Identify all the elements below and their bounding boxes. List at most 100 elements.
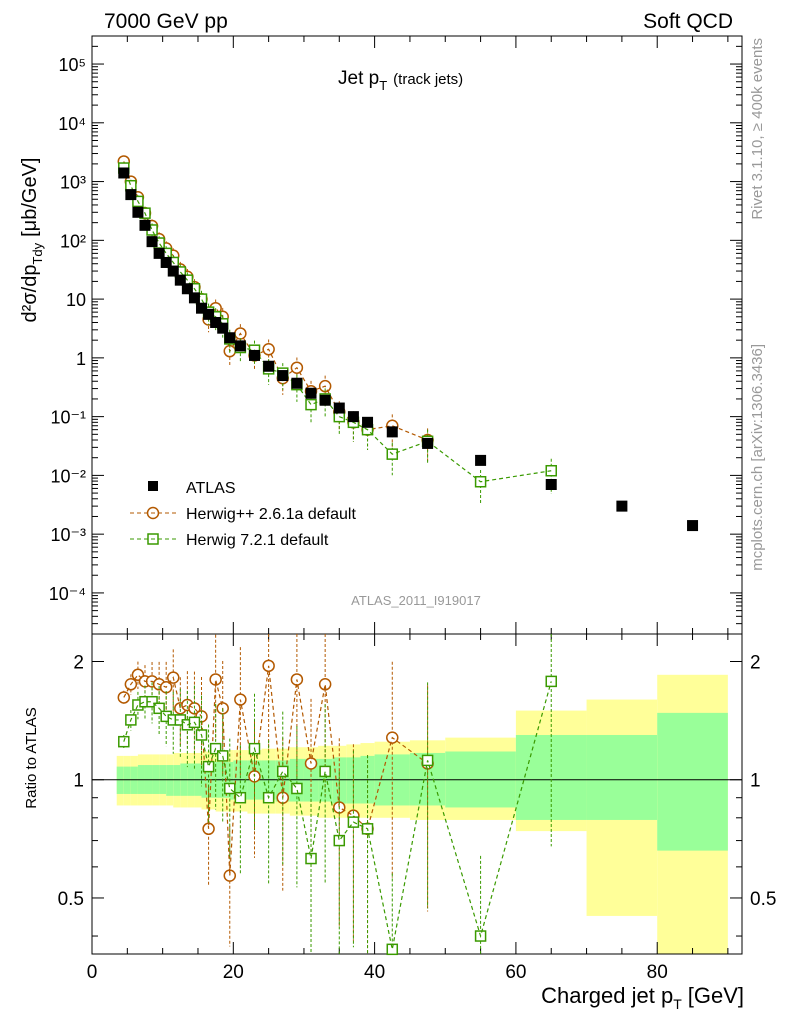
x-tick-label: 40	[364, 962, 385, 983]
ratio-plot-frame	[91, 633, 743, 955]
plot-title-note: (track jets)	[393, 71, 463, 88]
y-tick-label: 10⁴	[58, 114, 86, 134]
herwig7-ratio-point	[234, 791, 247, 804]
y-tick-label: 10⁵	[59, 55, 86, 75]
x-tick-label: 80	[647, 962, 668, 983]
legend-herwig7-marker	[147, 533, 159, 545]
herwigpp-line	[123, 161, 428, 441]
herwig7-ratio-point	[224, 782, 236, 795]
x-axis-label-main: Charged jet p	[541, 983, 673, 1008]
atlas-point	[333, 402, 345, 414]
ratio-band-green	[130, 766, 138, 794]
atlas-point	[249, 349, 260, 361]
y-tick-label: 10⁻²	[50, 466, 86, 486]
y-tick-label: 10	[66, 290, 86, 310]
atlas-point	[217, 322, 229, 334]
header-left: 7000 GeV pp	[104, 10, 228, 33]
atlas-point	[118, 167, 130, 179]
atlas-point	[263, 360, 275, 372]
legend-herwigpp-label: Herwig++ 2.6.1a default	[186, 506, 356, 523]
y-axis-label-sub: Tdy	[30, 242, 45, 264]
atlas-point	[139, 219, 151, 231]
axes: 0 20 40 60 80 10⁻⁴ 10⁻³ 10⁻² 10⁻¹ 1 10 10² 10³ 10⁴ 10⁵…	[49, 35, 776, 983]
analysis-label: ATLAS_2011_I919017	[351, 593, 481, 608]
atlas-point	[422, 437, 434, 449]
atlas-point	[347, 411, 359, 423]
herwig7-ratio-point	[305, 852, 317, 865]
herwig7-ratio-point	[333, 834, 346, 847]
x-tick-label: 60	[505, 962, 526, 983]
ratio-tick-label-right: 0.5	[750, 889, 776, 910]
x-tick-label: 20	[223, 962, 244, 983]
herwig7-ratio-point	[386, 943, 399, 956]
atlas-point	[125, 189, 137, 201]
y-tick-label: 10⁻¹	[50, 408, 86, 428]
herwig7-ratio-point	[291, 782, 303, 795]
ratio-band-green	[586, 734, 658, 820]
y-tick-label: 10²	[60, 231, 86, 251]
y-tick-label: 1	[76, 349, 86, 369]
atlas-point	[305, 387, 317, 399]
legend-herwigpp-marker	[146, 506, 160, 520]
atlas-point	[174, 274, 186, 286]
atlas-point	[153, 247, 165, 259]
y-tick-label: 10⁻⁴	[49, 584, 86, 604]
atlas-point	[210, 316, 222, 328]
ratio-tick-label: 1	[73, 771, 84, 792]
series	[117, 155, 699, 956]
ratio-tick-label-right: 1	[750, 771, 761, 792]
mcplots-reference: mcplots.cern.ch [arXiv:1306.3436]	[749, 344, 766, 571]
atlas-point	[167, 265, 179, 277]
atlas-point	[386, 426, 398, 438]
herwig7-point	[305, 398, 317, 411]
y-tick-label: 10⁻³	[50, 525, 86, 545]
atlas-point	[203, 308, 215, 320]
atlas-point	[188, 292, 200, 304]
y-axis-label-unit: [μb/GeV]	[19, 158, 41, 237]
plot-title-main: Jet p	[338, 68, 379, 89]
y-axis-label: d²σ/dpTdy [μb/GeV]	[19, 158, 45, 323]
herwig7-ratio-point	[319, 765, 331, 778]
ratio-tick-label: 2	[73, 653, 84, 674]
herwig7-ratio-point	[277, 765, 289, 778]
legend-atlas-marker	[148, 481, 158, 491]
herwigpp-ratio-point	[318, 678, 332, 691]
ratio-tick-label: 0.5	[58, 889, 84, 910]
ratio-y-axis-label: Ratio to ATLAS	[23, 707, 40, 808]
y-tick-label: 10³	[60, 173, 86, 193]
ratio-band-green	[173, 765, 181, 796]
legend: ATLAS Herwig++ 2.6.1a default Herwig 7.2…	[130, 480, 356, 549]
herwig7-ratio-point	[202, 760, 215, 773]
x-tick-label: 0	[87, 962, 98, 983]
atlas-point	[224, 332, 236, 344]
x-axis-label: Charged jet pT [GeV]	[541, 983, 744, 1012]
herwig7-ratio-point	[216, 750, 229, 762]
ratio-band-green	[116, 766, 124, 794]
herwig7-ratio-line	[123, 681, 552, 950]
atlas-point	[291, 377, 303, 389]
header-right: Soft QCD	[643, 10, 733, 33]
atlas-point	[277, 370, 289, 382]
atlas-point	[196, 302, 208, 314]
atlas-point	[475, 454, 487, 466]
y-axis-label-main: d²σ/dp	[19, 265, 41, 323]
x-axis-label-sub: T	[673, 996, 682, 1012]
atlas-point	[234, 340, 246, 352]
atlas-point	[687, 520, 699, 532]
legend-atlas-label: ATLAS	[186, 480, 236, 497]
atlas-point	[545, 478, 557, 490]
ratio-band-green	[515, 734, 587, 820]
ratio-band-green	[123, 766, 131, 794]
atlas-point	[160, 256, 172, 268]
atlas-point	[362, 416, 374, 428]
herwig7-line	[123, 167, 552, 483]
atlas-point	[181, 283, 193, 295]
atlas-point	[132, 206, 144, 218]
ratio-band-green	[657, 712, 728, 851]
ratio-band-green	[166, 765, 174, 796]
plot-title-sub: T	[379, 78, 387, 93]
ratio-band-green	[229, 761, 234, 800]
atlas-point	[146, 236, 158, 248]
atlas-point	[616, 500, 628, 512]
